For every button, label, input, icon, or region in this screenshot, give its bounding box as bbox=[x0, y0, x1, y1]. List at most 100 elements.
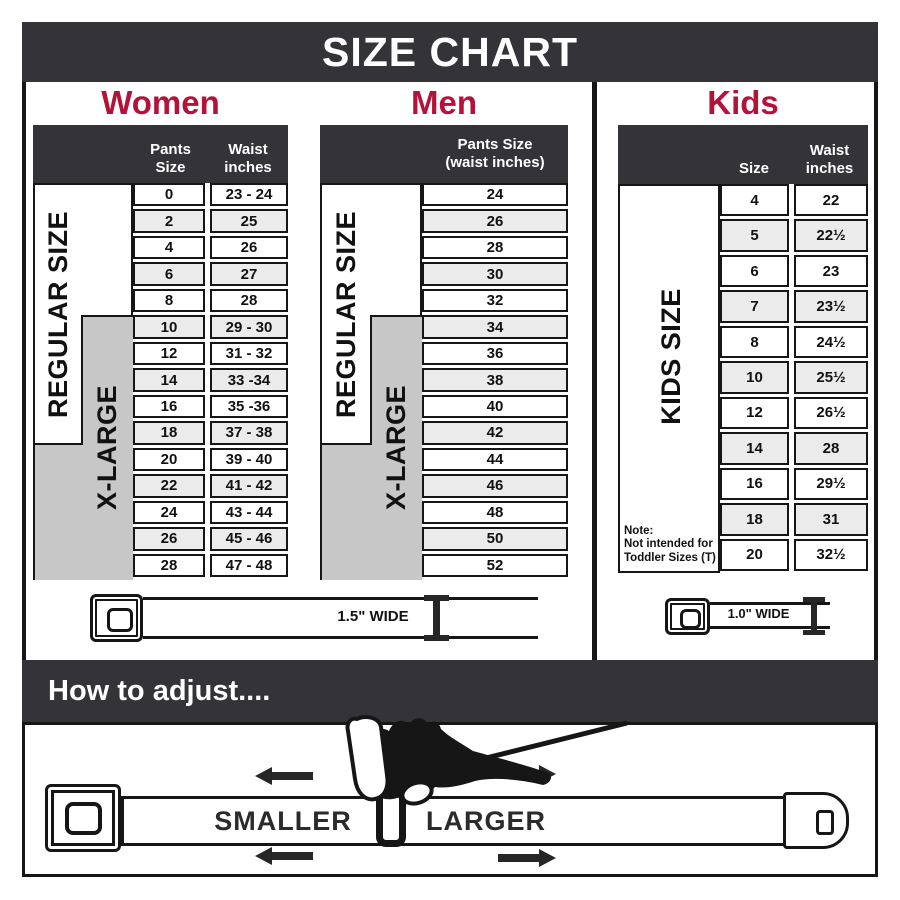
table-cell: 38 bbox=[422, 368, 568, 392]
kids-section-title: Kids bbox=[707, 84, 779, 121]
table-row: 26 bbox=[422, 209, 568, 233]
table-row: 18 31 bbox=[720, 503, 868, 536]
women-xlarge-gray-area-lower bbox=[35, 443, 83, 580]
women-fit-label-column: REGULAR SIZE X-LARGE bbox=[33, 183, 133, 580]
kids-size-label: KIDS SIZE bbox=[655, 287, 686, 425]
table-cell: 16 bbox=[720, 467, 789, 501]
pinching-finger bbox=[345, 715, 390, 802]
table-row: 7 23½ bbox=[720, 290, 868, 323]
table-row: 4 26 bbox=[133, 235, 288, 260]
table-cell: 4 bbox=[720, 184, 789, 217]
kids-waist-header-line1: Waist bbox=[809, 142, 850, 159]
kids-waist-header-line2: inches bbox=[805, 160, 854, 177]
how-to-adjust-title: How to adjust.... bbox=[48, 674, 271, 707]
table-cell: 28 bbox=[422, 235, 568, 260]
women-col-pants-size-header: Pants Size bbox=[150, 141, 191, 176]
table-cell: 24 bbox=[133, 500, 205, 525]
men-header-line1: Pants Size bbox=[457, 136, 533, 153]
women-regular-size-label-box: REGULAR SIZE bbox=[35, 185, 81, 443]
waist-header-line2: inches bbox=[224, 159, 272, 176]
table-cell: 6 bbox=[720, 254, 789, 288]
table-cell: 44 bbox=[422, 447, 568, 472]
table-row: 8 28 bbox=[133, 288, 288, 313]
kids-note: Note: Not intended for Toddler Sizes (T) bbox=[624, 525, 716, 566]
table-cell: 6 bbox=[133, 262, 205, 286]
table-cell: 12 bbox=[720, 396, 789, 430]
title-bar: SIZE CHART bbox=[22, 22, 878, 82]
table-row: 24 bbox=[422, 183, 568, 207]
women-table-rows: 0 23 - 24 2 25 4 26 6 27 8 28 10 29 - 30 12 31 - 32 14… bbox=[133, 183, 288, 578]
table-cell: 16 bbox=[133, 394, 205, 419]
table-cell: 26½ bbox=[794, 396, 868, 430]
table-cell: 52 bbox=[422, 553, 568, 578]
kids-table-rows: 4 22 5 22½ 6 23 7 23½ 8 24½ 10 25½ 12 26½ 14 28 16 29½ 18 3… bbox=[720, 184, 868, 571]
table-cell: 31 - 32 bbox=[210, 341, 288, 366]
kids-size-table: Size Waist inches KIDS SIZE Note: Not in… bbox=[618, 125, 868, 573]
pinching-thumb-tip bbox=[400, 780, 434, 806]
table-row: 0 23 - 24 bbox=[133, 183, 288, 207]
table-cell: 22 bbox=[794, 184, 868, 217]
men-table-rows: 24 26 28 30 32 34 36 38 40 42 44 46 48 50 52 bbox=[422, 183, 568, 578]
table-cell: 34 bbox=[422, 315, 568, 339]
table-row: 6 27 bbox=[133, 262, 288, 286]
table-cell: 8 bbox=[720, 325, 789, 359]
kids-fit-label-column: KIDS SIZE Note: Not intended for Toddler… bbox=[618, 184, 720, 573]
table-cell: 48 bbox=[422, 500, 568, 525]
table-cell: 35 -36 bbox=[210, 394, 288, 419]
men-section-title: Men bbox=[411, 84, 477, 121]
kids-belt-illustration: 1.0" WIDE bbox=[663, 596, 843, 638]
table-cell: 5 bbox=[720, 219, 789, 252]
table-cell: 29 - 30 bbox=[210, 315, 288, 339]
table-row: 34 bbox=[422, 315, 568, 339]
table-row: 38 bbox=[422, 368, 568, 392]
table-row: 28 bbox=[422, 235, 568, 260]
table-row: 36 bbox=[422, 341, 568, 366]
table-row: 28 47 - 48 bbox=[133, 553, 288, 578]
kids-table-header: Size Waist inches bbox=[618, 125, 868, 184]
table-cell: 29½ bbox=[794, 467, 868, 501]
belt-tip bbox=[783, 792, 849, 849]
arrow-left-bottom-icon bbox=[255, 847, 313, 865]
table-row: 22 41 - 42 bbox=[133, 474, 288, 498]
belt-buckle-button bbox=[65, 802, 102, 835]
table-row: 10 29 - 30 bbox=[133, 315, 288, 339]
kids-note-line1: Note: bbox=[624, 524, 654, 537]
table-row: 18 37 - 38 bbox=[133, 421, 288, 445]
table-row: 6 23 bbox=[720, 254, 868, 288]
table-cell: 25½ bbox=[794, 361, 868, 394]
table-row: 10 25½ bbox=[720, 361, 868, 394]
waist-header-line1: Waist bbox=[228, 141, 268, 158]
kids-belt-width-label: 1.0" WIDE bbox=[727, 606, 790, 621]
men-regular-size-label: REGULAR SIZE bbox=[330, 210, 361, 418]
table-row: 14 33 -34 bbox=[133, 368, 288, 392]
adult-belt-width-label: 1.5" WIDE bbox=[337, 608, 409, 625]
table-cell: 26 bbox=[422, 209, 568, 233]
table-row: 44 bbox=[422, 447, 568, 472]
section-divider-line bbox=[592, 82, 597, 662]
kids-note-line2: Not intended for bbox=[624, 538, 713, 551]
arrow-left-top-icon bbox=[255, 767, 313, 785]
width-measure-stem bbox=[433, 598, 440, 638]
table-cell: 14 bbox=[133, 368, 205, 392]
table-cell: 41 - 42 bbox=[210, 474, 288, 498]
men-fit-label-column: REGULAR SIZE X-LARGE bbox=[320, 183, 422, 580]
men-size-table: Pants Size (waist inches) REGULAR SIZE X… bbox=[320, 125, 568, 580]
table-cell: 31 bbox=[794, 503, 868, 536]
table-cell: 0 bbox=[133, 183, 205, 207]
table-row: 50 bbox=[422, 527, 568, 551]
table-cell: 42 bbox=[422, 421, 568, 445]
table-cell: 32 bbox=[422, 288, 568, 313]
table-cell: 28 bbox=[210, 288, 288, 313]
kids-note-line3: Toddler Sizes (T) bbox=[624, 552, 716, 565]
kids-width-measure-stem bbox=[811, 599, 817, 632]
women-table-header: Pants Size Waist inches bbox=[33, 125, 288, 183]
larger-label: LARGER bbox=[426, 806, 546, 836]
kids-belt-buckle-icon bbox=[665, 598, 710, 635]
table-row: 48 bbox=[422, 500, 568, 525]
table-cell: 27 bbox=[210, 262, 288, 286]
table-cell: 8 bbox=[133, 288, 205, 313]
table-row: 40 bbox=[422, 394, 568, 419]
table-cell: 12 bbox=[133, 341, 205, 366]
table-row: 8 24½ bbox=[720, 325, 868, 359]
table-row: 2 25 bbox=[133, 209, 288, 233]
